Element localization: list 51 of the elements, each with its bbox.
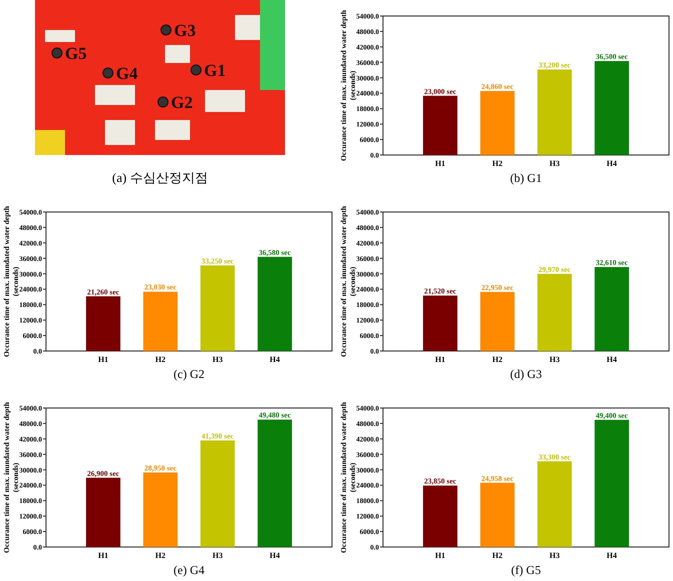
bar: [594, 267, 629, 351]
x-tick-label: H1: [98, 355, 108, 364]
text: G2: [171, 93, 193, 112]
bar: [480, 482, 515, 547]
bar: [423, 296, 458, 351]
x-tick-label: H1: [435, 355, 446, 364]
text: (c) G2: [174, 367, 204, 381]
x-tick-label: H4: [270, 355, 280, 364]
bar: [480, 292, 515, 351]
text: (a) 수심산정지점: [112, 170, 208, 185]
bar: [594, 61, 629, 155]
bar: [537, 274, 572, 351]
bar: [480, 91, 515, 155]
text: G4: [116, 64, 138, 83]
bar: [143, 292, 178, 351]
x-tick-label: H2: [155, 551, 166, 560]
bar: [594, 420, 629, 547]
text: (b) G1: [510, 171, 542, 185]
bar: [86, 296, 120, 351]
x-tick-label: H1: [435, 159, 446, 168]
bar: [200, 440, 235, 547]
x-tick-label: H3: [212, 551, 223, 560]
x-tick-label: H4: [606, 355, 617, 364]
x-tick-label: H4: [606, 551, 617, 560]
x-tick-label: H3: [212, 355, 223, 364]
x-tick-label: H2: [492, 159, 503, 168]
x-tick-label: H4: [270, 551, 280, 560]
x-tick-label: H2: [155, 355, 166, 364]
text: (e) G4: [174, 563, 204, 577]
text: (d) G3: [510, 367, 542, 381]
bar: [423, 96, 458, 155]
x-tick-label: H3: [549, 355, 560, 364]
bar: [537, 70, 572, 155]
text: G1: [204, 61, 226, 80]
bar: [143, 472, 178, 547]
bar: [86, 478, 120, 547]
x-tick-label: H4: [606, 159, 617, 168]
text: G3: [174, 21, 196, 40]
x-tick-label: H3: [549, 159, 560, 168]
bar: [258, 420, 292, 547]
bar: [200, 265, 235, 351]
x-tick-label: H1: [98, 551, 108, 560]
bar: [258, 256, 292, 351]
x-tick-label: H1: [435, 551, 446, 560]
x-tick-label: H2: [492, 551, 503, 560]
text: (f) G5: [511, 563, 541, 577]
bar: [423, 486, 458, 547]
x-tick-label: H2: [492, 355, 503, 364]
bar: [537, 461, 572, 547]
x-tick-label: H3: [549, 551, 560, 560]
text: G5: [65, 44, 87, 63]
